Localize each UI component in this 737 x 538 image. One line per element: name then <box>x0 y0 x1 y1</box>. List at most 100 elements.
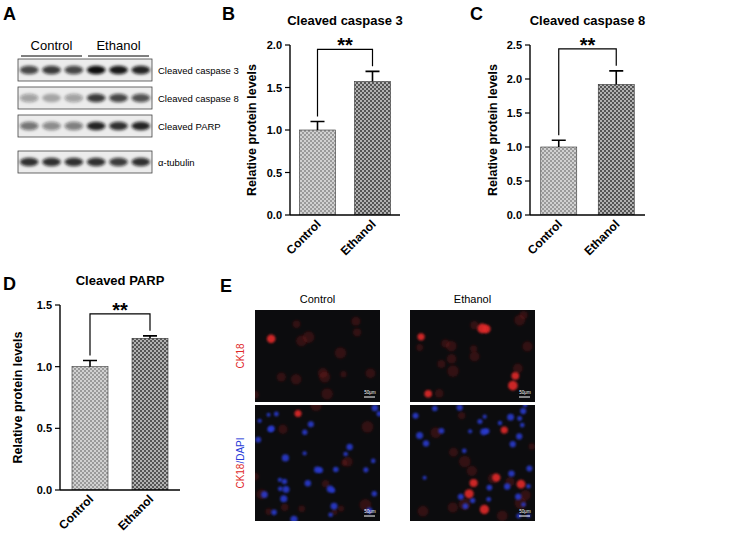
y-axis-label: Relative protein levels <box>245 64 259 196</box>
cell-signal <box>446 341 457 352</box>
nucleus <box>416 432 423 439</box>
row-label-part: CK18 <box>235 343 246 368</box>
bar <box>355 82 391 215</box>
nucleus <box>278 478 282 482</box>
bar <box>72 367 108 490</box>
blot-band <box>20 94 39 102</box>
marks <box>300 71 391 215</box>
cell-signal <box>255 391 259 399</box>
nucleus <box>470 498 475 503</box>
panel-letter: E <box>220 276 232 296</box>
nucleus <box>486 497 491 502</box>
marks <box>541 71 635 215</box>
scale-bar <box>364 516 375 517</box>
cell-signal <box>447 354 457 364</box>
nucleus <box>261 491 268 498</box>
blot-band <box>109 158 128 166</box>
panel-letter: C <box>470 4 483 24</box>
cell-signal <box>362 421 374 433</box>
image-background <box>255 310 380 402</box>
cell-signal <box>497 510 508 521</box>
nucleus <box>308 421 314 427</box>
y-tick-label: 1.5 <box>507 107 522 119</box>
nucleus <box>484 428 490 434</box>
cell-signal <box>291 374 302 385</box>
nucleus <box>346 444 352 450</box>
significance-bracket <box>318 49 373 116</box>
image-background <box>410 310 535 402</box>
nucleus <box>267 426 273 432</box>
scale-bar-label: 50μm <box>519 509 531 514</box>
blot-band <box>109 94 128 102</box>
nucleus <box>371 459 376 464</box>
cell-signal <box>341 460 347 466</box>
row-label: Cleaved caspase 8 <box>158 93 239 104</box>
cell-signal <box>293 320 301 328</box>
cell-signal <box>470 321 478 329</box>
cell-signal <box>265 508 272 515</box>
blot-band <box>20 66 39 74</box>
blot-band <box>42 158 61 166</box>
error-bar <box>143 336 157 338</box>
nucleus <box>377 411 380 416</box>
blot-strip <box>18 151 152 173</box>
nucleus <box>507 414 514 421</box>
nucleus <box>271 510 277 516</box>
y-tick <box>525 78 530 79</box>
y-tick-label: 0.0 <box>267 209 282 221</box>
ck18-cell <box>295 410 302 417</box>
bar-chart: CCleaved caspase 8Relative protein level… <box>470 4 645 258</box>
y-tick-label: 1.5 <box>267 82 282 94</box>
ck18-cell <box>424 390 432 398</box>
nucleus <box>477 419 482 424</box>
cell-signal <box>310 405 321 411</box>
significance-label: ** <box>112 299 128 321</box>
ck18-cell <box>517 480 526 489</box>
group-label: Ethanol <box>96 38 140 53</box>
cell-signal <box>437 360 445 368</box>
image-background <box>255 405 380 521</box>
nucleus <box>458 494 464 500</box>
bar <box>541 147 577 215</box>
x-axis <box>530 214 645 215</box>
bar <box>300 130 336 215</box>
nucleus <box>317 467 323 473</box>
blot-band <box>64 94 83 102</box>
category-label: Ethanol <box>581 217 622 258</box>
nucleus <box>510 441 516 447</box>
cell-signal <box>335 347 347 359</box>
blot-band <box>131 94 150 102</box>
cell-signal <box>470 345 477 352</box>
category-label: Control <box>56 492 96 532</box>
scale-bar <box>364 397 375 398</box>
cell-signal <box>447 365 459 377</box>
nucleus <box>523 405 527 407</box>
cell-signal <box>459 456 471 468</box>
nucleus <box>257 419 261 423</box>
scale-bar <box>519 516 530 517</box>
bar <box>132 338 168 490</box>
cell-signal <box>278 425 287 434</box>
blot-band <box>42 122 61 130</box>
y-axis <box>59 305 60 490</box>
nucleus <box>282 479 287 484</box>
blot-band <box>87 158 106 166</box>
cell-signal <box>459 498 471 510</box>
y-tick-label: 0.5 <box>267 167 282 179</box>
bar-chart: BCleaved caspase 3Relative protein level… <box>222 4 403 258</box>
nucleus <box>468 429 472 433</box>
y-tick-label: 1.5 <box>37 299 52 311</box>
nucleus <box>526 484 531 489</box>
blot-band <box>87 66 106 74</box>
y-tick-label: 2.0 <box>507 73 522 85</box>
cell-signal <box>298 505 305 512</box>
chart-title: Cleaved caspase 3 <box>287 13 403 28</box>
ck18-cell <box>470 479 478 487</box>
y-tick <box>525 180 530 181</box>
cell-signal <box>458 412 465 419</box>
scale-bar-label: 50μm <box>364 390 376 395</box>
nucleus <box>457 405 463 411</box>
ck18-cell <box>492 474 500 482</box>
category-label: Control <box>284 217 324 257</box>
error-bar <box>311 122 325 131</box>
